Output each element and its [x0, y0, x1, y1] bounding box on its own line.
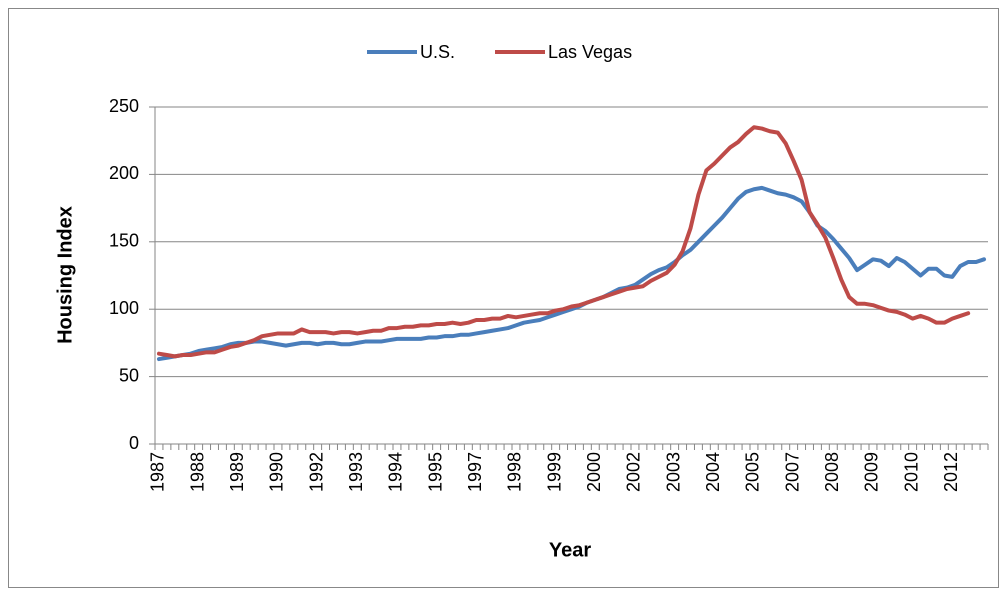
y-tick-label: 100	[109, 298, 139, 318]
x-tick-label: 1997	[465, 452, 485, 492]
series-line	[156, 185, 987, 362]
y-tick-label: 150	[109, 231, 139, 251]
x-tick-label: 2004	[703, 452, 723, 492]
x-tick-label: 2012	[941, 452, 961, 492]
x-tick-label: 1999	[544, 452, 564, 492]
x-tick-label: 1990	[267, 452, 287, 492]
x-tick-label: 2005	[743, 452, 763, 492]
x-tick-label: 2009	[862, 452, 882, 492]
x-tick-label: 1987	[148, 452, 168, 492]
chart-frame	[8, 8, 999, 588]
x-tick-label: 1989	[227, 452, 247, 492]
x-tick-label: 1988	[187, 452, 207, 492]
x-tick-label: 2003	[663, 452, 683, 492]
legend-label: U.S.	[420, 42, 455, 62]
x-tick-label: 2010	[901, 452, 921, 492]
x-tick-label: 2000	[584, 452, 604, 492]
y-axis-title: Housing Index	[54, 206, 76, 344]
x-tick-label: 2008	[822, 452, 842, 492]
series-line	[156, 125, 971, 359]
legend-label: Las Vegas	[548, 42, 632, 62]
x-tick-label: 1998	[505, 452, 525, 492]
x-tick-label: 2002	[624, 452, 644, 492]
x-tick-label: 1994	[386, 452, 406, 492]
y-tick-label: 0	[129, 433, 139, 453]
x-tick-label: 1993	[346, 452, 366, 492]
x-axis-title: Year	[549, 539, 591, 561]
y-tick-label: 200	[109, 163, 139, 183]
x-tick-label: 1992	[306, 452, 326, 492]
y-tick-label: 50	[119, 365, 139, 385]
y-tick-label: 250	[109, 96, 139, 116]
x-tick-label: 1995	[425, 452, 445, 492]
x-tick-label: 2007	[782, 452, 802, 492]
